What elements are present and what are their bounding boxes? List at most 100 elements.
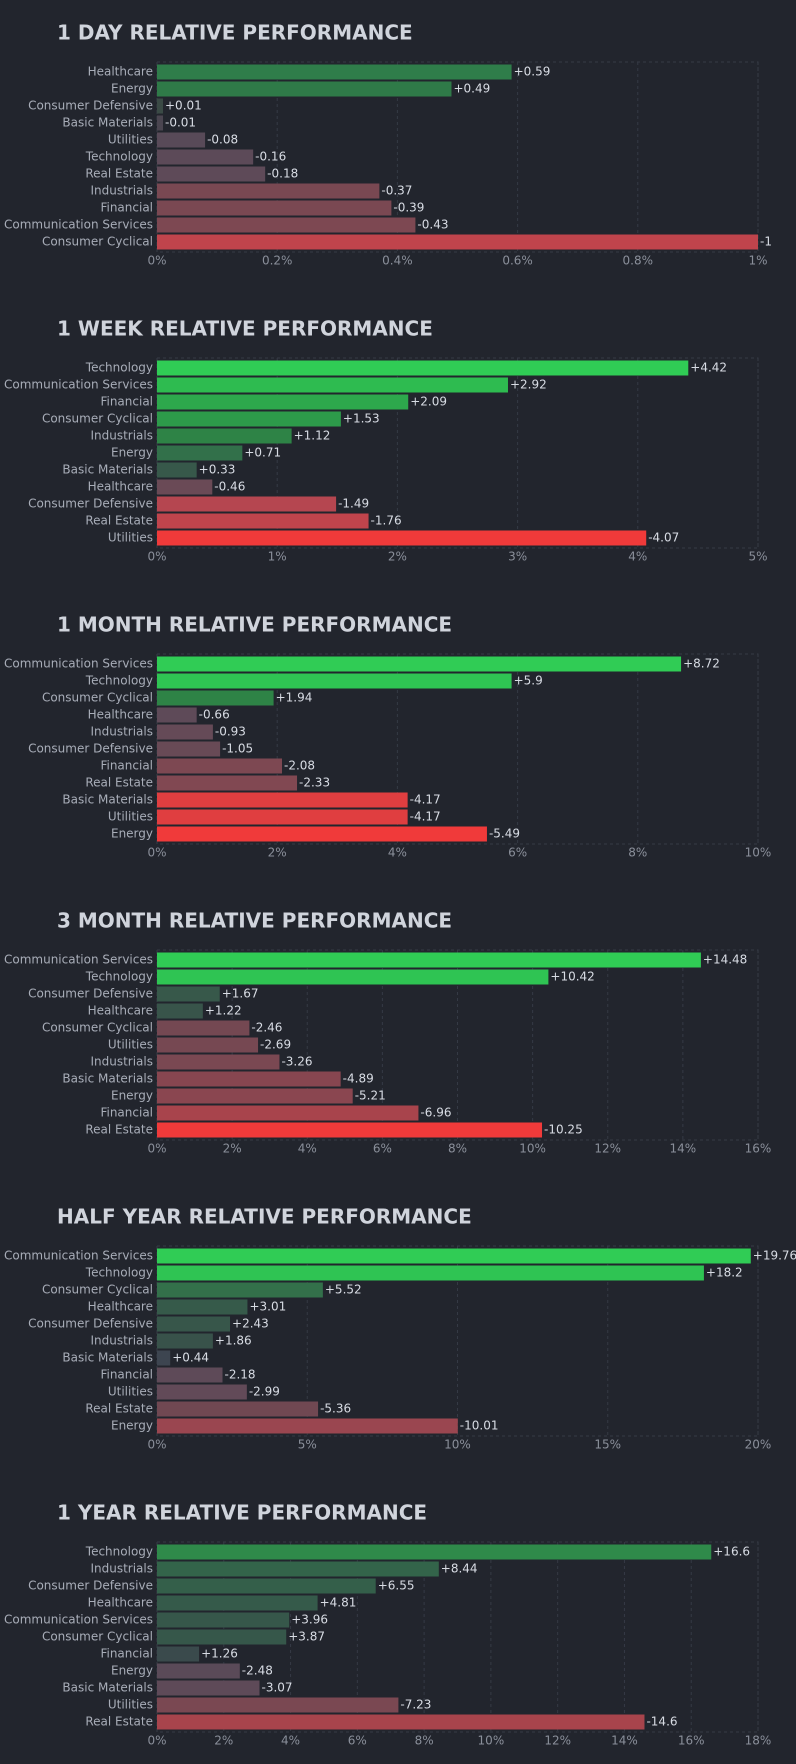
category-label: Industrials bbox=[90, 1055, 153, 1069]
x-tick-label: 2% bbox=[268, 846, 287, 860]
category-label: Utilities bbox=[108, 1385, 153, 1399]
category-label: Financial bbox=[100, 759, 153, 773]
value-label: -5.36 bbox=[320, 1402, 351, 1416]
bar bbox=[157, 1544, 712, 1560]
category-label: Technology bbox=[85, 674, 153, 688]
category-label: Energy bbox=[111, 82, 153, 96]
value-label: -0.93 bbox=[215, 725, 246, 739]
category-label: Industrials bbox=[90, 1334, 153, 1348]
value-label: +0.59 bbox=[514, 65, 551, 79]
category-label: Technology bbox=[85, 150, 153, 164]
bar bbox=[157, 183, 380, 199]
bar bbox=[157, 149, 254, 165]
value-label: -0.46 bbox=[214, 480, 245, 494]
category-label: Utilities bbox=[108, 1038, 153, 1052]
bar bbox=[157, 1612, 290, 1628]
value-label: -0.18 bbox=[267, 167, 298, 181]
x-tick-label: 0.2% bbox=[262, 254, 293, 268]
x-tick-label: 10% bbox=[478, 1734, 505, 1748]
category-label: Real Estate bbox=[85, 1123, 153, 1137]
value-label: +14.48 bbox=[703, 953, 747, 967]
plot-frame bbox=[156, 357, 759, 549]
value-label: +6.55 bbox=[378, 1579, 415, 1593]
plot-frame bbox=[156, 1541, 759, 1733]
category-label: Utilities bbox=[108, 810, 153, 824]
value-label: +10.42 bbox=[550, 970, 594, 984]
bar bbox=[157, 1663, 240, 1679]
x-tick-label: 0% bbox=[147, 254, 166, 268]
bar bbox=[157, 1105, 419, 1121]
value-label: -4.89 bbox=[343, 1072, 374, 1086]
x-tick-label: 1% bbox=[748, 254, 767, 268]
x-tick-label: 14% bbox=[670, 1142, 697, 1156]
category-label: Communication Services bbox=[4, 1249, 153, 1263]
chart-title: 1 YEAR RELATIVE PERFORMANCE bbox=[57, 1501, 427, 1525]
value-label: -5.49 bbox=[489, 827, 520, 841]
bar bbox=[157, 1350, 171, 1366]
category-label: Healthcare bbox=[88, 1300, 153, 1314]
category-label: Real Estate bbox=[85, 514, 153, 528]
value-label: +1.67 bbox=[222, 987, 259, 1001]
value-label: -0.16 bbox=[255, 150, 286, 164]
bar bbox=[157, 115, 164, 131]
x-tick-label: 20% bbox=[745, 1438, 772, 1452]
bar bbox=[157, 1020, 250, 1036]
bar bbox=[157, 428, 292, 444]
value-label: +16.6 bbox=[713, 1545, 750, 1559]
bar bbox=[157, 200, 392, 216]
x-tick-label: 8% bbox=[628, 846, 647, 860]
category-label: Energy bbox=[111, 1664, 153, 1678]
value-label: +2.92 bbox=[510, 378, 547, 392]
category-label: Utilities bbox=[108, 531, 153, 545]
bar bbox=[157, 234, 758, 250]
x-tick-label: 6% bbox=[348, 1734, 367, 1748]
chart-title: 1 MONTH RELATIVE PERFORMANCE bbox=[57, 613, 452, 637]
value-label: +0.71 bbox=[244, 446, 281, 460]
x-tick-label: 16% bbox=[745, 1142, 772, 1156]
x-tick-label: 4% bbox=[628, 550, 647, 564]
bar bbox=[157, 132, 206, 148]
value-label: +3.96 bbox=[291, 1613, 328, 1627]
x-tick-label: 12% bbox=[544, 1734, 571, 1748]
bar bbox=[157, 445, 243, 461]
value-label: +5.9 bbox=[514, 674, 543, 688]
x-tick-label: 16% bbox=[678, 1734, 705, 1748]
bar bbox=[157, 952, 701, 968]
value-label: +3.87 bbox=[288, 1630, 325, 1644]
x-tick-label: 6% bbox=[373, 1142, 392, 1156]
category-label: Healthcare bbox=[88, 1004, 153, 1018]
category-label: Basic Materials bbox=[62, 116, 153, 130]
category-label: Utilities bbox=[108, 1698, 153, 1712]
value-label: +8.72 bbox=[683, 657, 720, 671]
bar bbox=[157, 1265, 704, 1281]
x-tick-label: 0.8% bbox=[623, 254, 654, 268]
category-label: Consumer Defensive bbox=[28, 99, 153, 113]
x-tick-label: 5% bbox=[298, 1438, 317, 1452]
bar bbox=[157, 826, 487, 842]
bar bbox=[157, 1122, 543, 1138]
value-label: -2.69 bbox=[260, 1038, 291, 1052]
bar bbox=[157, 1697, 399, 1713]
bar bbox=[157, 360, 689, 376]
x-tick-label: 2% bbox=[223, 1142, 242, 1156]
x-tick-label: 6% bbox=[508, 846, 527, 860]
value-label: -1 bbox=[760, 235, 772, 249]
value-label: -4.07 bbox=[648, 531, 679, 545]
category-label: Communication Services bbox=[4, 1613, 153, 1627]
bar bbox=[157, 707, 197, 723]
category-label: Consumer Defensive bbox=[28, 1579, 153, 1593]
value-label: -0.39 bbox=[393, 201, 424, 215]
bar bbox=[157, 775, 298, 791]
category-label: Basic Materials bbox=[62, 1072, 153, 1086]
chart-title: HALF YEAR RELATIVE PERFORMANCE bbox=[57, 1205, 472, 1229]
x-tick-label: 4% bbox=[298, 1142, 317, 1156]
bar bbox=[157, 724, 213, 740]
bar bbox=[157, 792, 408, 808]
x-tick-label: 10% bbox=[519, 1142, 546, 1156]
bar bbox=[157, 1714, 645, 1730]
bar bbox=[157, 1646, 200, 1662]
bar bbox=[157, 1680, 260, 1696]
category-label: Technology bbox=[85, 361, 153, 375]
bar bbox=[157, 1071, 341, 1087]
value-label: -2.48 bbox=[242, 1664, 273, 1678]
